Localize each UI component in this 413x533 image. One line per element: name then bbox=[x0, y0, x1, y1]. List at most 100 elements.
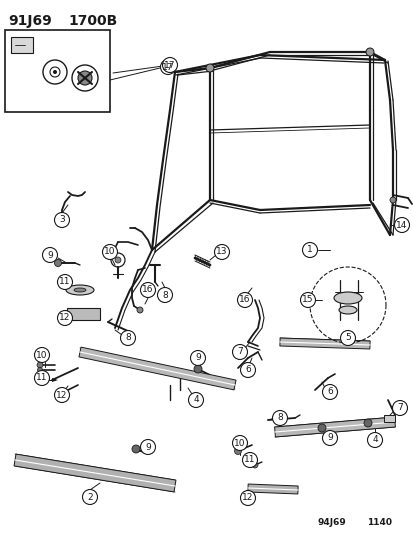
Text: 94J69: 94J69 bbox=[317, 518, 346, 527]
Text: 10: 10 bbox=[234, 439, 245, 448]
Text: 17: 17 bbox=[162, 62, 173, 71]
Text: 10: 10 bbox=[36, 351, 47, 359]
Text: 2: 2 bbox=[87, 492, 93, 502]
Circle shape bbox=[57, 274, 72, 289]
Ellipse shape bbox=[66, 285, 94, 295]
Polygon shape bbox=[274, 417, 394, 437]
FancyBboxPatch shape bbox=[384, 415, 394, 422]
Circle shape bbox=[38, 367, 43, 373]
Circle shape bbox=[53, 70, 57, 74]
Circle shape bbox=[140, 282, 155, 297]
Text: 9: 9 bbox=[326, 433, 332, 442]
Text: 91J69: 91J69 bbox=[8, 14, 52, 28]
Text: 7: 7 bbox=[237, 348, 242, 357]
Circle shape bbox=[137, 307, 142, 313]
Circle shape bbox=[55, 213, 69, 228]
Text: 8: 8 bbox=[125, 334, 131, 343]
Circle shape bbox=[162, 58, 177, 72]
Text: 6: 6 bbox=[244, 366, 250, 375]
Circle shape bbox=[206, 64, 214, 72]
Text: 1: 1 bbox=[306, 246, 312, 254]
Circle shape bbox=[367, 432, 382, 448]
Circle shape bbox=[339, 330, 355, 345]
Circle shape bbox=[392, 400, 406, 416]
Circle shape bbox=[78, 71, 92, 85]
Text: 11: 11 bbox=[59, 278, 71, 287]
Circle shape bbox=[322, 431, 337, 446]
Circle shape bbox=[242, 453, 257, 467]
Circle shape bbox=[240, 362, 255, 377]
Text: 9: 9 bbox=[145, 442, 150, 451]
Polygon shape bbox=[247, 484, 297, 494]
Circle shape bbox=[365, 48, 373, 56]
Circle shape bbox=[322, 384, 337, 400]
Circle shape bbox=[34, 348, 50, 362]
FancyBboxPatch shape bbox=[11, 37, 33, 53]
Circle shape bbox=[188, 392, 203, 408]
Circle shape bbox=[272, 410, 287, 425]
Text: 8: 8 bbox=[276, 414, 282, 423]
Text: 10: 10 bbox=[104, 247, 116, 256]
Circle shape bbox=[389, 197, 395, 203]
Circle shape bbox=[157, 287, 172, 303]
Polygon shape bbox=[279, 338, 369, 349]
Circle shape bbox=[190, 351, 205, 366]
Circle shape bbox=[82, 489, 97, 505]
Text: 1140: 1140 bbox=[366, 518, 391, 527]
Polygon shape bbox=[52, 378, 58, 382]
Circle shape bbox=[55, 387, 69, 402]
Text: 12: 12 bbox=[56, 391, 67, 400]
Text: 8: 8 bbox=[162, 290, 167, 300]
Text: 5: 5 bbox=[344, 334, 350, 343]
Circle shape bbox=[232, 344, 247, 359]
Text: 17: 17 bbox=[164, 61, 176, 69]
Polygon shape bbox=[79, 347, 235, 390]
Circle shape bbox=[55, 260, 62, 266]
Text: 3: 3 bbox=[59, 215, 65, 224]
Text: 4: 4 bbox=[193, 395, 198, 405]
Polygon shape bbox=[14, 454, 176, 492]
Circle shape bbox=[300, 293, 315, 308]
Ellipse shape bbox=[74, 288, 86, 292]
Circle shape bbox=[120, 330, 135, 345]
Circle shape bbox=[240, 490, 255, 505]
Ellipse shape bbox=[333, 292, 361, 304]
Text: 6: 6 bbox=[326, 387, 332, 397]
Text: 16: 16 bbox=[142, 286, 153, 295]
Circle shape bbox=[37, 362, 43, 368]
Text: 7: 7 bbox=[396, 403, 402, 413]
Text: 11: 11 bbox=[244, 456, 255, 464]
Circle shape bbox=[160, 60, 175, 75]
Circle shape bbox=[57, 311, 72, 326]
Text: 13: 13 bbox=[216, 247, 227, 256]
Circle shape bbox=[232, 435, 247, 450]
Circle shape bbox=[43, 247, 57, 262]
Circle shape bbox=[194, 365, 202, 373]
Text: 9: 9 bbox=[195, 353, 200, 362]
Text: 4: 4 bbox=[371, 435, 377, 445]
Text: 9: 9 bbox=[47, 251, 53, 260]
Text: 1700B: 1700B bbox=[68, 14, 117, 28]
Circle shape bbox=[115, 257, 121, 263]
FancyBboxPatch shape bbox=[67, 308, 100, 319]
Circle shape bbox=[234, 448, 241, 455]
Circle shape bbox=[102, 245, 117, 260]
FancyBboxPatch shape bbox=[5, 30, 110, 112]
Circle shape bbox=[140, 440, 155, 455]
Circle shape bbox=[302, 243, 317, 257]
Circle shape bbox=[363, 419, 371, 427]
Circle shape bbox=[394, 217, 408, 232]
Text: 11: 11 bbox=[36, 374, 47, 383]
Circle shape bbox=[132, 445, 140, 453]
Circle shape bbox=[59, 390, 65, 396]
Text: 15: 15 bbox=[301, 295, 313, 304]
Circle shape bbox=[317, 424, 325, 432]
Ellipse shape bbox=[338, 306, 356, 314]
Text: 16: 16 bbox=[239, 295, 250, 304]
Text: 12: 12 bbox=[59, 313, 71, 322]
Circle shape bbox=[214, 245, 229, 260]
Text: 14: 14 bbox=[395, 221, 407, 230]
Text: 12: 12 bbox=[242, 494, 253, 503]
Circle shape bbox=[34, 370, 50, 385]
Circle shape bbox=[252, 462, 257, 468]
